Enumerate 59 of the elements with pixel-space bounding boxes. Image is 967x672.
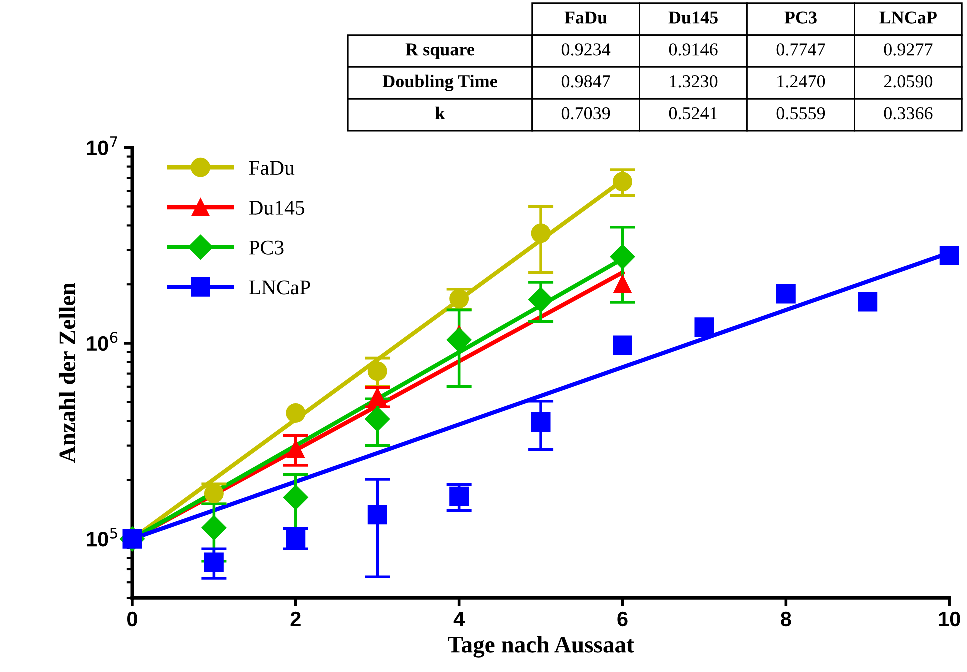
text: 0.5559 bbox=[776, 107, 826, 120]
text: 2.0590 bbox=[884, 75, 933, 88]
text: 0.9277 bbox=[884, 44, 933, 56]
point bbox=[450, 289, 470, 309]
category-label: Doubling Time bbox=[382, 74, 498, 92]
x-axis-title: Tage nach Aussaat bbox=[448, 636, 634, 658]
x-tick-label: 6 bbox=[618, 612, 628, 627]
point bbox=[368, 362, 388, 382]
text: 0.9146 bbox=[669, 44, 718, 56]
text: 1.2470 bbox=[778, 75, 826, 88]
y-tick-label: 10$^{5}$ bbox=[87, 528, 118, 547]
point bbox=[204, 484, 224, 504]
point bbox=[531, 412, 551, 432]
point bbox=[286, 528, 306, 548]
category-label: Du145 bbox=[668, 12, 718, 24]
point bbox=[368, 505, 388, 525]
x-tick-label: 8 bbox=[781, 612, 792, 627]
text: 0.7039 bbox=[562, 107, 610, 120]
point bbox=[613, 172, 632, 192]
legend-label: Du145 bbox=[249, 201, 305, 215]
text: 0.9847 bbox=[562, 75, 610, 88]
point bbox=[286, 404, 306, 423]
point bbox=[613, 336, 632, 356]
y-axis-title: Anzahl der Zellen bbox=[58, 283, 76, 464]
point bbox=[776, 284, 796, 304]
point bbox=[446, 328, 472, 353]
x-tick-label: 4 bbox=[454, 612, 466, 626]
text: 1.3230 bbox=[670, 75, 718, 88]
text: 0.9234 bbox=[562, 44, 611, 56]
point bbox=[204, 552, 224, 572]
category-label: PC3 bbox=[784, 12, 817, 24]
legend-label: LNCaP bbox=[249, 280, 310, 295]
x-tick-label: 10 bbox=[939, 612, 960, 627]
point bbox=[858, 292, 878, 312]
point bbox=[694, 318, 714, 338]
point bbox=[531, 224, 551, 244]
text: 0.5241 bbox=[669, 107, 718, 120]
point bbox=[528, 287, 554, 312]
point bbox=[202, 516, 227, 541]
legend-label: FaDu bbox=[249, 161, 295, 176]
category-label: R square bbox=[406, 44, 474, 60]
point bbox=[283, 485, 308, 510]
point bbox=[368, 388, 387, 406]
point bbox=[940, 246, 960, 266]
point bbox=[450, 486, 470, 506]
text: 0.3366 bbox=[884, 107, 933, 120]
category-label: FaDu bbox=[564, 12, 608, 24]
category-label: LNCaP bbox=[880, 12, 938, 24]
point bbox=[286, 440, 305, 458]
point bbox=[610, 244, 636, 270]
point bbox=[365, 406, 390, 432]
category-label: k bbox=[436, 106, 446, 120]
x-tick-label: 2 bbox=[290, 612, 301, 626]
text: 0.7747 bbox=[776, 44, 826, 56]
point bbox=[614, 275, 632, 294]
y-tick-label: 10$^{7}$ bbox=[87, 136, 118, 156]
y-tick-label: 10$^{6}$ bbox=[87, 332, 118, 352]
x-tick-label: 0 bbox=[128, 612, 138, 627]
legend-label: PC3 bbox=[249, 240, 284, 255]
